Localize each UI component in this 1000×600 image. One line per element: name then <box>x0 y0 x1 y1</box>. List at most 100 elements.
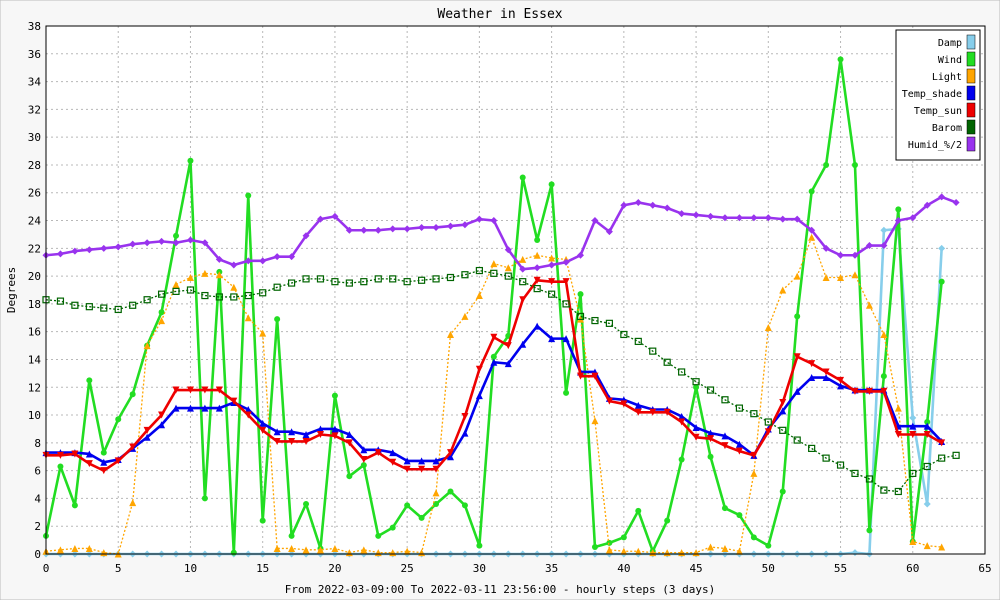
legend: Damp Wind Light Temp_shade Temp_sun Barom Humi… <box>896 30 980 160</box>
y-tick-label: 34 <box>28 76 42 89</box>
data-point-wind <box>722 505 728 511</box>
legend-swatch-humid-2 <box>967 137 975 151</box>
data-point-wind <box>274 316 280 322</box>
y-tick-label: 12 <box>28 381 41 394</box>
x-tick-label: 20 <box>328 562 341 575</box>
data-point-wind <box>736 512 742 518</box>
data-point-wind <box>881 373 887 379</box>
x-tick-label: 50 <box>762 562 775 575</box>
data-point-wind <box>520 174 526 180</box>
y-tick-label: 6 <box>34 465 41 478</box>
y-tick-label: 38 <box>28 20 41 33</box>
data-point-wind <box>202 495 208 501</box>
legend-label-light: Light <box>932 72 962 83</box>
data-point-wind <box>57 463 63 469</box>
data-point-wind <box>823 162 829 168</box>
chart-title: Weather in Essex <box>437 7 562 22</box>
x-tick-label: 55 <box>834 562 847 575</box>
data-point-wind <box>578 291 584 297</box>
x-tick-label: 30 <box>473 562 486 575</box>
data-point-wind <box>621 534 627 540</box>
data-point-wind <box>751 534 757 540</box>
x-tick-label: 10 <box>184 562 197 575</box>
data-point-wind <box>86 377 92 383</box>
legend-swatch-temp-sun <box>967 103 975 117</box>
y-tick-label: 32 <box>28 103 41 116</box>
data-point-wind <box>332 393 338 399</box>
x-axis-label: From 2022-03-09:00 To 2022-03-11 23:56:0… <box>285 583 715 596</box>
legend-swatch-light <box>967 69 975 83</box>
y-tick-label: 28 <box>28 159 41 172</box>
data-point-wind <box>895 206 901 212</box>
data-point-wind <box>390 525 396 531</box>
data-point-wind <box>534 237 540 243</box>
data-point-wind <box>72 502 78 508</box>
y-tick-label: 4 <box>34 492 41 505</box>
data-point-wind <box>679 457 685 463</box>
data-point-wind <box>289 533 295 539</box>
legend-label-wind: Wind <box>938 55 962 66</box>
data-point-wind <box>664 518 670 524</box>
x-tick-label: 40 <box>617 562 630 575</box>
data-point-wind <box>159 309 165 315</box>
y-tick-label: 8 <box>34 437 41 450</box>
y-tick-label: 24 <box>28 215 42 228</box>
x-tick-label: 60 <box>906 562 919 575</box>
y-tick-label: 30 <box>28 131 41 144</box>
data-point-wind <box>101 450 107 456</box>
data-point-wind <box>375 533 381 539</box>
y-tick-label: 0 <box>34 548 41 561</box>
data-point-wind <box>606 540 612 546</box>
data-point-wind <box>231 550 237 556</box>
data-point-wind <box>245 193 251 199</box>
data-point-wind <box>173 233 179 239</box>
x-tick-label: 35 <box>545 562 558 575</box>
y-tick-label: 20 <box>28 270 41 283</box>
data-point-wind <box>852 162 858 168</box>
data-point-wind <box>592 544 598 550</box>
data-point-wind <box>563 390 569 396</box>
x-tick-label: 65 <box>978 562 991 575</box>
y-tick-label: 2 <box>34 520 41 533</box>
data-point-wind <box>187 158 193 164</box>
data-point-wind <box>404 502 410 508</box>
data-point-wind <box>260 518 266 524</box>
legend-label-humid-2: Humid_%/2 <box>908 140 962 151</box>
y-tick-label: 36 <box>28 48 41 61</box>
x-tick-label: 25 <box>401 562 414 575</box>
legend-swatch-barom <box>967 120 975 134</box>
data-point-wind <box>462 502 468 508</box>
y-tick-label: 26 <box>28 187 41 200</box>
legend-label-temp-shade: Temp_shade <box>902 89 962 100</box>
x-tick-label: 15 <box>256 562 269 575</box>
y-tick-label: 18 <box>28 298 41 311</box>
data-point-wind <box>115 416 121 422</box>
x-tick-label: 0 <box>43 562 50 575</box>
data-point-wind <box>780 488 786 494</box>
data-point-wind <box>303 501 309 507</box>
data-point-wind <box>765 543 771 549</box>
data-point-wind <box>549 181 555 187</box>
data-point-wind <box>866 527 872 533</box>
data-point-wind <box>708 454 714 460</box>
data-point-wind <box>447 488 453 494</box>
data-point-wind <box>346 473 352 479</box>
y-tick-label: 14 <box>28 353 42 366</box>
legend-label-temp-sun: Temp_sun <box>914 106 962 117</box>
y-axis-label: Degrees <box>5 267 18 313</box>
legend-swatch-damp <box>967 35 975 49</box>
y-tick-label: 16 <box>28 326 41 339</box>
data-point-wind <box>939 279 945 285</box>
y-tick-label: 22 <box>28 242 41 255</box>
y-tick-label: 10 <box>28 409 41 422</box>
data-point-wind <box>794 313 800 319</box>
legend-swatch-wind <box>967 52 975 66</box>
x-tick-label: 45 <box>689 562 702 575</box>
legend-label-damp: Damp <box>938 38 962 49</box>
x-tick-label: 5 <box>115 562 122 575</box>
legend-label-barom: Barom <box>932 123 962 134</box>
data-point-wind <box>130 391 136 397</box>
data-point-wind <box>838 56 844 62</box>
